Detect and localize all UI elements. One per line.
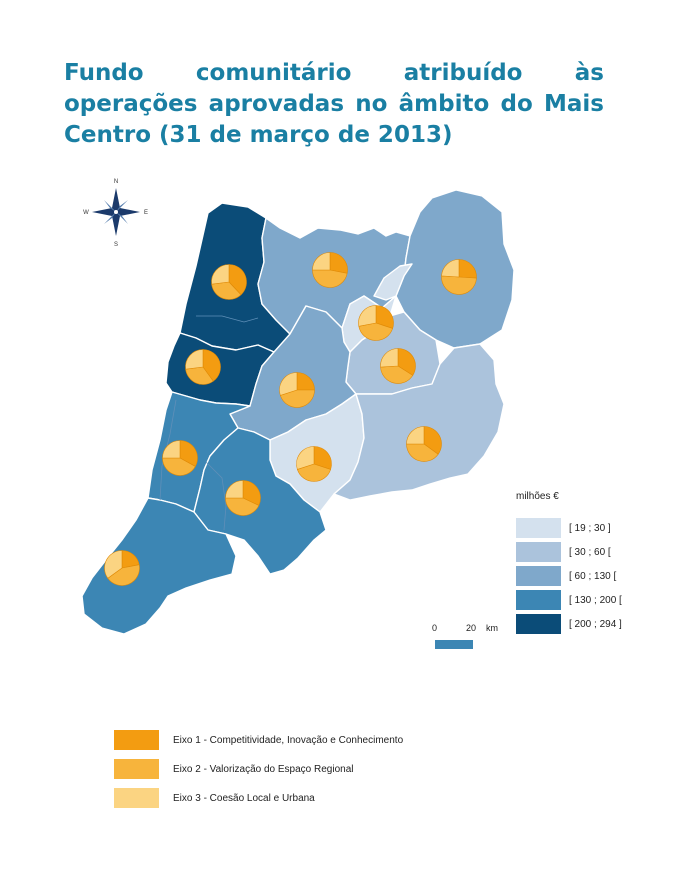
legend-class-1: [ 19 ; 30 ] [516, 518, 622, 538]
legend-swatch [516, 518, 561, 538]
eixo-swatch [114, 788, 159, 808]
legend-class-label: [ 19 ; 30 ] [569, 522, 611, 534]
pie-slice-eixo-3 [358, 305, 377, 327]
legend-class-label: [ 200 ; 294 ] [569, 618, 622, 630]
eixo-swatch [114, 730, 159, 750]
pie-slice-eixo-2 [441, 275, 477, 295]
pie-slice-eixo-3 [225, 480, 244, 499]
pie-pinhal-interior-norte [279, 372, 315, 408]
scale-bar [435, 640, 473, 649]
pie-slice-eixo-1 [329, 252, 348, 274]
eixo-label: Eixo 3 - Coesão Local e Urbana [173, 792, 315, 804]
pie-slice-eixo-2 [279, 389, 315, 408]
pie-slice-eixo-2 [296, 463, 332, 482]
pie-slice-eixo-3 [296, 446, 315, 470]
eixo-legend-item-3: Eixo 3 - Coesão Local e Urbana [114, 788, 403, 808]
eixo-legend-item-2: Eixo 2 - Valorização do Espaço Regional [114, 759, 403, 779]
pie-slice-eixo-3 [406, 426, 425, 445]
pie-slice-eixo-3 [279, 372, 298, 396]
pie-dao-lafoes [312, 252, 348, 288]
scale-distance-label: 20 [466, 623, 477, 633]
eixo-swatch [114, 759, 159, 779]
pie-slice-eixo-2 [225, 497, 260, 516]
legend-swatch [516, 614, 561, 634]
pie-slice-eixo-1 [228, 264, 247, 296]
compass-w-label: W [83, 210, 89, 216]
pie-slice-eixo-2 [380, 365, 414, 384]
pie-slice-eixo-1 [242, 480, 261, 506]
pie-pinhal-interior-sul [296, 446, 332, 482]
legend-caption: milhões € [516, 491, 559, 502]
pie-baixo-vouga [211, 264, 247, 300]
pie-oeste [104, 550, 140, 586]
map-title: Fundo comunitário atribuído às operações… [64, 60, 604, 148]
compass-n-label: N [114, 179, 118, 185]
legend-class-3: [ 60 ; 130 [ [516, 566, 622, 586]
pie-slice-eixo-3 [211, 264, 230, 285]
regions-layer [81, 189, 515, 635]
pie-serra-da-estrela [358, 305, 394, 341]
eixo-label: Eixo 2 - Valorização do Espaço Regional [173, 763, 354, 775]
legend-class-2: [ 30 ; 60 [ [516, 542, 622, 562]
choropleth-legend: [ 19 ; 30 ] [ 30 ; 60 [ [ 60 ; 130 [ [ 1… [516, 518, 622, 638]
region-oeste [81, 497, 237, 635]
pie-slice-eixo-1 [423, 426, 442, 455]
legend-class-5: [ 200 ; 294 ] [516, 614, 622, 634]
pie-slice-eixo-1 [313, 446, 332, 470]
eixo-legend: Eixo 1 - Competitividade, Inovação e Con… [114, 730, 403, 817]
pie-beira-interior-sul [406, 426, 442, 462]
pie-slice-eixo-2 [185, 366, 214, 385]
pie-slice-eixo-3 [312, 252, 331, 271]
pie-slice-eixo-1 [179, 440, 198, 467]
scale-unit-label: km [486, 623, 498, 633]
pie-slice-eixo-3 [162, 440, 181, 459]
pie-slice-eixo-3 [441, 259, 460, 278]
pie-pinhal-litoral [162, 440, 198, 476]
pie-slice-eixo-2 [211, 281, 242, 300]
pie-cova-da-beira [380, 348, 416, 384]
pie-medio-tejo [225, 480, 261, 516]
legend-swatch [516, 590, 561, 610]
eixo-legend-item-1: Eixo 1 - Competitividade, Inovação e Con… [114, 730, 403, 750]
legend-class-4: [ 130 ; 200 [ [516, 590, 622, 610]
pie-slice-eixo-1 [375, 305, 394, 329]
pie-slice-eixo-3 [104, 550, 123, 579]
compass-s-label: S [114, 242, 118, 248]
pie-layer [104, 252, 477, 586]
legend-class-label: [ 30 ; 60 [ [569, 546, 611, 558]
pie-baixo-mondego [185, 349, 221, 385]
legend-class-label: [ 60 ; 130 [ [569, 570, 617, 582]
pie-slice-eixo-1 [458, 259, 477, 279]
pie-slice-eixo-3 [380, 348, 399, 368]
scale-zero-label: 0 [432, 623, 438, 633]
pie-slice-eixo-2 [162, 457, 196, 476]
region-beira-interior-sul [333, 343, 505, 501]
pie-slice-eixo-2 [406, 443, 439, 462]
pie-slice-eixo-2 [312, 269, 348, 288]
pie-slice-eixo-3 [185, 349, 204, 370]
eixo-label: Eixo 1 - Competitividade, Inovação e Con… [173, 734, 404, 746]
legend-class-label: [ 130 ; 200 [ [569, 594, 622, 606]
pie-beira-interior-norte [441, 259, 477, 295]
legend-swatch [516, 566, 561, 586]
pie-slice-eixo-2 [358, 322, 394, 341]
pie-slice-eixo-1 [202, 349, 221, 382]
compass-e-label: E [144, 210, 148, 216]
legend-swatch [516, 542, 561, 562]
compass-rose-icon: N S E W [83, 179, 148, 248]
pie-slice-eixo-2 [107, 564, 140, 586]
